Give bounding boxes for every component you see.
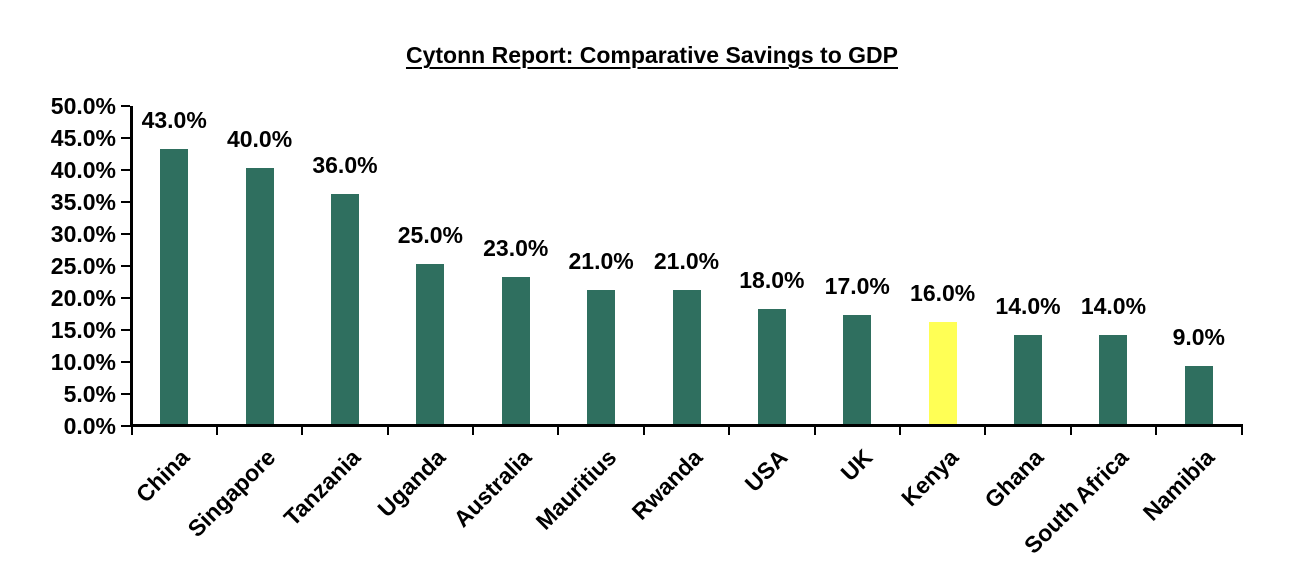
bar-uganda (416, 264, 445, 424)
bar-value-label: 25.0% (397, 222, 463, 249)
chart-title: Cytonn Report: Comparative Savings to GD… (405, 42, 898, 68)
x-axis-tick (130, 424, 133, 435)
y-axis-tick (121, 168, 130, 171)
y-axis-tick-label: 50.0% (50, 93, 116, 119)
bar-value-label: 16.0% (910, 279, 976, 306)
bar-value-label: 21.0% (568, 247, 634, 274)
bar-value-label: 43.0% (141, 107, 207, 134)
y-axis-tick-label: 30.0% (50, 220, 116, 247)
bar-value-label: 36.0% (312, 151, 378, 178)
bar-australia (501, 277, 530, 424)
y-axis-tick (121, 360, 130, 363)
y-axis-tick (121, 264, 130, 267)
x-axis-tick (1240, 424, 1243, 435)
bar-kenya (928, 321, 957, 424)
y-axis-tick-label: 20.0% (50, 284, 116, 311)
x-axis-tick (728, 424, 731, 435)
y-axis-tick-label: 5.0% (63, 380, 116, 407)
y-axis-tick-label: 45.0% (50, 124, 116, 151)
x-axis-tick (472, 424, 475, 435)
bar-value-label: 14.0% (995, 292, 1061, 319)
bar-ghana (1014, 334, 1043, 424)
x-axis-tick (1069, 424, 1072, 435)
bar-tanzania (330, 193, 359, 424)
y-axis-tick-label: 40.0% (50, 156, 116, 183)
bar-value-label: 40.0% (226, 126, 293, 153)
y-axis-tick-label: 25.0% (50, 252, 116, 279)
y-axis-tick-label: 35.0% (50, 188, 116, 215)
x-axis-tick (301, 424, 304, 435)
bar-singapore (245, 168, 274, 424)
y-axis-tick (121, 136, 130, 139)
y-axis-tick-label: 15.0% (50, 316, 116, 343)
y-axis-tick-label: 0.0% (63, 412, 116, 439)
y-axis-tick (121, 424, 130, 427)
bar-rwanda (672, 289, 701, 424)
x-axis-line (130, 424, 1243, 427)
y-axis-tick (121, 200, 130, 203)
y-axis-tick-label: 10.0% (50, 348, 116, 375)
y-axis-tick (121, 392, 130, 395)
x-axis-tick (557, 424, 560, 435)
bar-usa (757, 308, 786, 424)
bar-namibia (1184, 366, 1213, 424)
x-axis-tick (386, 424, 389, 435)
bar-value-label: 23.0% (483, 235, 549, 262)
x-axis-tick (642, 424, 645, 435)
bar-value-label: 17.0% (824, 273, 890, 300)
bar-value-label: 14.0% (1080, 292, 1147, 319)
x-axis-tick (898, 424, 901, 435)
bar-china (160, 149, 189, 424)
x-axis-tick (1155, 424, 1158, 435)
y-axis-tick (121, 232, 130, 235)
y-axis-line (130, 106, 133, 427)
y-axis-tick (121, 328, 130, 331)
x-axis-tick (984, 424, 987, 435)
bar-mauritius (587, 289, 616, 424)
y-axis-tick (121, 105, 130, 107)
x-axis-tick (813, 424, 816, 435)
bar-value-label: 9.0% (1172, 324, 1226, 351)
y-axis-tick (121, 296, 130, 299)
x-axis-tick (215, 424, 218, 435)
bar-value-label: 21.0% (653, 247, 720, 274)
bar-value-label: 18.0% (739, 266, 805, 293)
bar-uk (843, 315, 872, 424)
bar-south-africa (1099, 334, 1128, 424)
